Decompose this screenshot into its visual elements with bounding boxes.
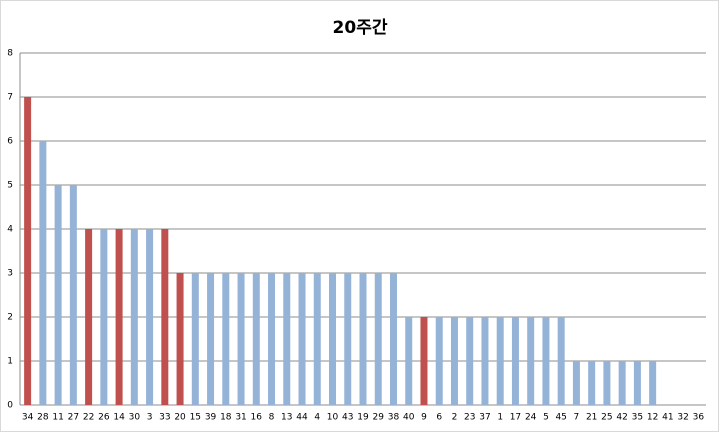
bar [572, 361, 580, 405]
x-tick-label: 17 [510, 413, 521, 423]
x-tick-label: 2 [452, 413, 458, 423]
y-tick-label: 0 [7, 401, 13, 411]
bar [176, 273, 184, 405]
x-tick-label: 35 [632, 413, 643, 423]
x-tick-label: 18 [220, 413, 232, 423]
x-tick-label: 34 [22, 413, 34, 423]
bar [298, 273, 306, 405]
x-tick-label: 32 [677, 413, 688, 423]
x-tick-label: 23 [464, 413, 475, 423]
bar [313, 273, 321, 405]
bar [511, 317, 519, 405]
x-tick-label: 19 [357, 413, 369, 423]
bar [115, 229, 123, 405]
bar [252, 273, 260, 405]
x-tick-label: 6 [436, 413, 442, 423]
x-tick-label: 12 [647, 413, 658, 423]
x-tick-label: 41 [662, 413, 673, 423]
x-tick-label: 15 [190, 413, 201, 423]
bar [85, 229, 93, 405]
x-tick-label: 21 [586, 413, 597, 423]
x-tick-label: 31 [235, 413, 246, 423]
bar [405, 317, 413, 405]
bar [481, 317, 489, 405]
bar [603, 361, 611, 405]
x-tick-label: 26 [98, 413, 110, 423]
bar [374, 273, 382, 405]
x-tick-label: 27 [68, 413, 79, 423]
bar [557, 317, 565, 405]
bar [69, 185, 77, 405]
bar [146, 229, 154, 405]
x-tick-label: 36 [693, 413, 705, 423]
x-tick-label: 4 [314, 413, 320, 423]
x-tick-label: 20 [174, 413, 186, 423]
bar [130, 229, 138, 405]
bar [24, 97, 32, 405]
bar [222, 273, 230, 405]
y-tick-label: 1 [7, 357, 13, 367]
x-tick-label: 7 [574, 413, 580, 423]
bar [207, 273, 215, 405]
x-tick-label: 10 [327, 413, 339, 423]
x-tick-label: 33 [159, 413, 170, 423]
chart-title: 20주간 [333, 18, 388, 38]
bar [344, 273, 352, 405]
x-tick-label: 11 [52, 413, 63, 423]
x-tick-label: 40 [403, 413, 415, 423]
bar [359, 273, 367, 405]
x-tick-label: 3 [147, 413, 153, 423]
bar [527, 317, 535, 405]
bar [329, 273, 337, 405]
x-tick-label: 16 [251, 413, 263, 423]
bar [466, 317, 474, 405]
bar [633, 361, 641, 405]
x-tick-label: 5 [543, 413, 549, 423]
x-tick-label: 14 [113, 413, 125, 423]
bar [268, 273, 276, 405]
x-tick-label: 43 [342, 413, 353, 423]
bar [39, 141, 47, 405]
x-tick-label: 45 [555, 413, 566, 423]
bar [588, 361, 596, 405]
y-tick-label: 2 [7, 313, 13, 323]
x-tick-label: 25 [601, 413, 612, 423]
y-tick-label: 6 [7, 137, 13, 147]
x-tick-label: 28 [37, 413, 49, 423]
x-tick-label: 1 [497, 413, 503, 423]
x-tick-label: 44 [296, 413, 308, 423]
bar [161, 229, 169, 405]
bar [54, 185, 62, 405]
y-tick-label: 3 [7, 269, 13, 279]
bar [389, 273, 397, 405]
bar [191, 273, 199, 405]
x-tick-label: 38 [388, 413, 400, 423]
x-tick-label: 9 [421, 413, 427, 423]
x-tick-label: 29 [373, 413, 385, 423]
bar [283, 273, 291, 405]
x-tick-label: 8 [269, 413, 275, 423]
bar [649, 361, 657, 405]
x-tick-label: 13 [281, 413, 292, 423]
bar [450, 317, 458, 405]
x-tick-label: 24 [525, 413, 537, 423]
y-tick-label: 4 [7, 225, 13, 235]
x-tick-label: 22 [83, 413, 94, 423]
x-tick-label: 39 [205, 413, 217, 423]
y-tick-label: 8 [7, 49, 13, 59]
x-tick-label: 42 [616, 413, 627, 423]
x-tick-label: 30 [129, 413, 141, 423]
y-tick-label: 7 [7, 93, 13, 103]
bar [435, 317, 443, 405]
bar [420, 317, 428, 405]
bar [237, 273, 245, 405]
y-tick-label: 5 [7, 181, 13, 191]
x-tick-label: 37 [479, 413, 490, 423]
bar [496, 317, 504, 405]
bar [100, 229, 108, 405]
bar [542, 317, 550, 405]
bar [618, 361, 626, 405]
